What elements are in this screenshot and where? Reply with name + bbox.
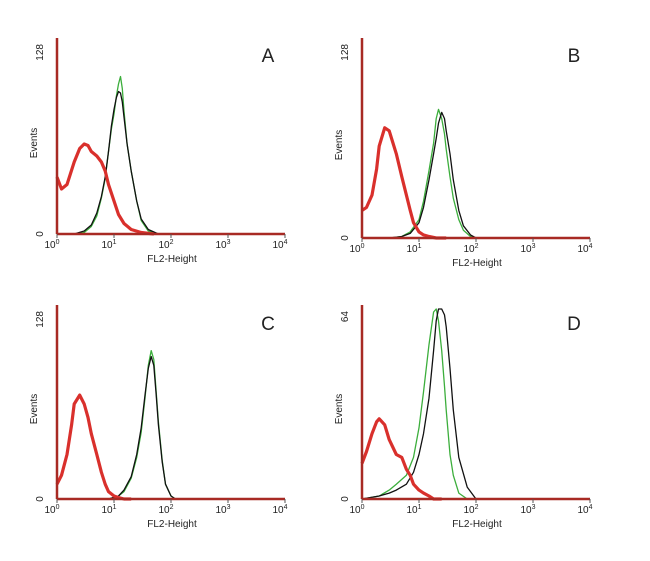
- x-tick-exponent: 0: [56, 239, 60, 246]
- x-tick-exponent: 2: [170, 239, 174, 246]
- histogram-series-1: [55, 393, 132, 501]
- x-tick-exponent: 1: [113, 504, 117, 511]
- histogram-series-1: [361, 126, 447, 240]
- x-tick-label: 101: [406, 504, 421, 516]
- x-tick-exponent: 0: [361, 504, 365, 511]
- x-tick-base: 10: [520, 505, 532, 516]
- histogram-series-1: [55, 142, 154, 236]
- x-tick-label: 103: [215, 239, 230, 251]
- histogram-series-1: [360, 417, 442, 501]
- x-tick-label: 101: [101, 504, 116, 516]
- x-tick-exponent: 1: [418, 504, 422, 511]
- x-tick-base: 10: [158, 240, 170, 251]
- histogram-series-2: [361, 308, 477, 500]
- x-tick-base: 10: [101, 240, 113, 251]
- x-tick-label: 104: [577, 504, 592, 516]
- histogram-series-3: [389, 108, 477, 239]
- x-tick-exponent: 0: [56, 504, 60, 511]
- x-axis-title: FL2-Height: [147, 254, 197, 265]
- y-tick-label: 64: [340, 311, 351, 323]
- x-axis-title: FL2-Height: [147, 519, 197, 530]
- x-tick-exponent: 2: [170, 504, 174, 511]
- y-axis-title: Events: [334, 394, 345, 425]
- x-tick-exponent: 4: [589, 243, 593, 250]
- x-tick-label: 102: [158, 239, 173, 251]
- x-tick-base: 10: [349, 505, 361, 516]
- x-tick-base: 10: [463, 505, 475, 516]
- x-tick-base: 10: [577, 244, 589, 255]
- y-tick-label: 0: [35, 231, 46, 237]
- x-tick-base: 10: [272, 505, 284, 516]
- x-tick-exponent: 3: [532, 504, 536, 511]
- x-tick-base: 10: [520, 244, 532, 255]
- x-tick-base: 10: [215, 240, 227, 251]
- y-tick-label: 0: [35, 496, 46, 502]
- x-tick-label: 103: [215, 504, 230, 516]
- x-axis-title: FL2-Height: [452, 519, 502, 530]
- histogram-series-2: [57, 90, 159, 235]
- x-tick-base: 10: [101, 505, 113, 516]
- panel-letter: C: [261, 314, 275, 335]
- x-tick-label: 103: [520, 504, 535, 516]
- x-tick-label: 102: [463, 243, 478, 255]
- x-tick-base: 10: [215, 505, 227, 516]
- x-tick-base: 10: [349, 244, 361, 255]
- y-tick-label: 128: [35, 311, 46, 328]
- x-tick-exponent: 4: [589, 504, 593, 511]
- x-tick-exponent: 1: [418, 243, 422, 250]
- x-axis-title: FL2-Height: [452, 258, 502, 269]
- x-tick-label: 100: [44, 504, 59, 516]
- y-tick-label: 0: [340, 496, 351, 502]
- x-tick-label: 100: [349, 243, 364, 255]
- x-tick-base: 10: [463, 244, 475, 255]
- x-tick-exponent: 4: [284, 504, 288, 511]
- histogram-series-3: [361, 308, 468, 500]
- panel-letter: D: [567, 314, 581, 335]
- x-tick-base: 10: [406, 505, 418, 516]
- panel-letter: B: [568, 46, 581, 67]
- x-tick-label: 103: [520, 243, 535, 255]
- x-tick-exponent: 0: [361, 243, 365, 250]
- x-tick-exponent: 3: [227, 504, 231, 511]
- x-tick-base: 10: [158, 505, 170, 516]
- x-tick-base: 10: [406, 244, 418, 255]
- x-tick-label: 102: [158, 504, 173, 516]
- x-tick-label: 102: [463, 504, 478, 516]
- x-tick-base: 10: [44, 505, 56, 516]
- x-tick-exponent: 2: [475, 504, 479, 511]
- x-tick-exponent: 1: [113, 239, 117, 246]
- y-tick-label: 0: [340, 235, 351, 241]
- x-tick-base: 10: [577, 505, 589, 516]
- y-tick-label: 128: [35, 44, 46, 61]
- x-tick-base: 10: [44, 240, 56, 251]
- x-tick-label: 104: [577, 243, 592, 255]
- panel-letter: A: [262, 46, 275, 67]
- y-tick-label: 128: [340, 44, 351, 61]
- x-tick-exponent: 2: [475, 243, 479, 250]
- histogram-series-2: [389, 111, 477, 239]
- y-axis-title: Events: [29, 128, 40, 159]
- x-tick-label: 100: [349, 504, 364, 516]
- x-tick-label: 100: [44, 239, 59, 251]
- x-tick-label: 104: [272, 239, 287, 251]
- y-axis-title: Events: [334, 130, 345, 161]
- histogram-series-2: [108, 355, 176, 500]
- x-tick-exponent: 3: [532, 243, 536, 250]
- y-axis-title: Events: [29, 394, 40, 425]
- x-tick-base: 10: [272, 240, 284, 251]
- x-tick-label: 101: [101, 239, 116, 251]
- x-tick-label: 104: [272, 504, 287, 516]
- x-tick-label: 101: [406, 243, 421, 255]
- x-tick-exponent: 4: [284, 239, 288, 246]
- x-tick-exponent: 3: [227, 239, 231, 246]
